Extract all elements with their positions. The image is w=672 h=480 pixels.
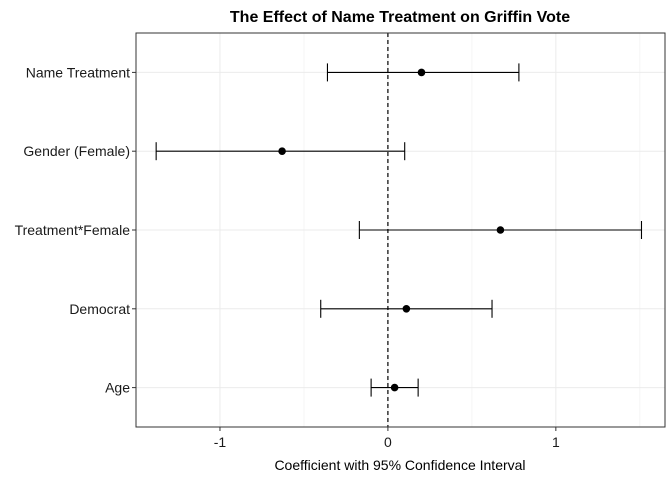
y-tick-label: Democrat: [69, 301, 130, 317]
estimate-point: [402, 305, 411, 313]
y-tick-label: Name Treatment: [26, 64, 130, 80]
estimate-point: [496, 226, 505, 234]
x-tick-label: 1: [552, 434, 560, 450]
y-tick-label: Age: [105, 380, 130, 396]
estimate-point: [417, 68, 426, 77]
data-layer: [155, 33, 643, 427]
estimate-point: [278, 147, 286, 155]
x-tick-label: -1: [214, 434, 227, 450]
chart-title: The Effect of Name Treatment on Griffin …: [230, 9, 570, 26]
y-tick-label: Gender (Female): [23, 143, 130, 159]
estimate-point: [390, 383, 399, 392]
x-axis-title: Coefficient with 95% Confidence Interval: [274, 457, 525, 473]
x-tick-label: 0: [384, 434, 392, 450]
axis-layer: Name Treatment Gender (Female) Treatment*F…: [15, 64, 560, 450]
y-tick-label: Treatment*Female: [15, 222, 131, 238]
